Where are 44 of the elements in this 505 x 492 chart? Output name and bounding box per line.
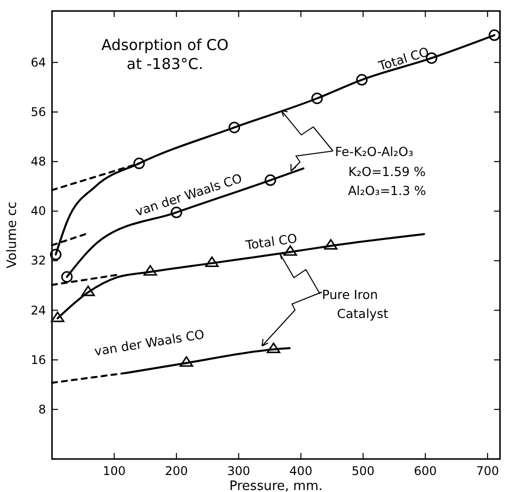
x-tick-label: 500 xyxy=(352,464,375,478)
x-tick-label: 100 xyxy=(102,464,126,478)
x-tick-label: 400 xyxy=(289,464,312,478)
point xyxy=(264,174,276,186)
point xyxy=(488,29,500,41)
x-tick-label: 600 xyxy=(414,464,437,478)
annotation: van der Waals CO xyxy=(133,170,244,220)
point xyxy=(284,245,298,256)
y-tick-label: 8 xyxy=(38,402,46,416)
annotation: Total CO xyxy=(244,230,298,253)
text: Adsorption of CO at -183°C. xyxy=(101,36,229,73)
y-tick-label: 32 xyxy=(30,254,46,268)
y-axis-title: Volume cc xyxy=(5,202,20,268)
y-tick-label: 16 xyxy=(30,352,46,367)
annotation: Fe-K₂O-Al₂O₃ xyxy=(335,144,414,159)
annotation: Catalyst xyxy=(337,306,388,321)
point xyxy=(144,265,158,276)
x-axis-title: Pressure, mm. xyxy=(229,479,323,492)
point xyxy=(81,286,95,296)
point xyxy=(324,239,338,250)
y-tick-label: 56 xyxy=(30,105,46,119)
point xyxy=(133,158,145,170)
annotation: van der Waals CO xyxy=(93,326,206,359)
point xyxy=(266,342,280,354)
point xyxy=(61,271,73,283)
point xyxy=(180,356,194,367)
annotation: K₂O=1.59 % xyxy=(348,164,426,179)
x-tick-label: 700 xyxy=(476,464,500,478)
point xyxy=(311,92,323,104)
y-tick-label: 64 xyxy=(30,55,46,70)
y-tick-label: 48 xyxy=(30,154,46,169)
y-tick-label: 24 xyxy=(30,303,46,318)
y-tick-label: 40 xyxy=(30,204,46,218)
point xyxy=(50,312,64,322)
x-tick-label: 300 xyxy=(227,464,250,478)
annotation: Pure Iron xyxy=(322,287,378,302)
point xyxy=(356,74,368,86)
point xyxy=(50,248,62,260)
annotation: Total CO xyxy=(376,44,431,74)
point xyxy=(205,256,219,267)
point xyxy=(170,206,182,218)
point xyxy=(228,122,240,134)
annotation: Al₂O₃=1.3 % xyxy=(348,183,426,198)
x-tick-label: 200 xyxy=(164,464,188,478)
